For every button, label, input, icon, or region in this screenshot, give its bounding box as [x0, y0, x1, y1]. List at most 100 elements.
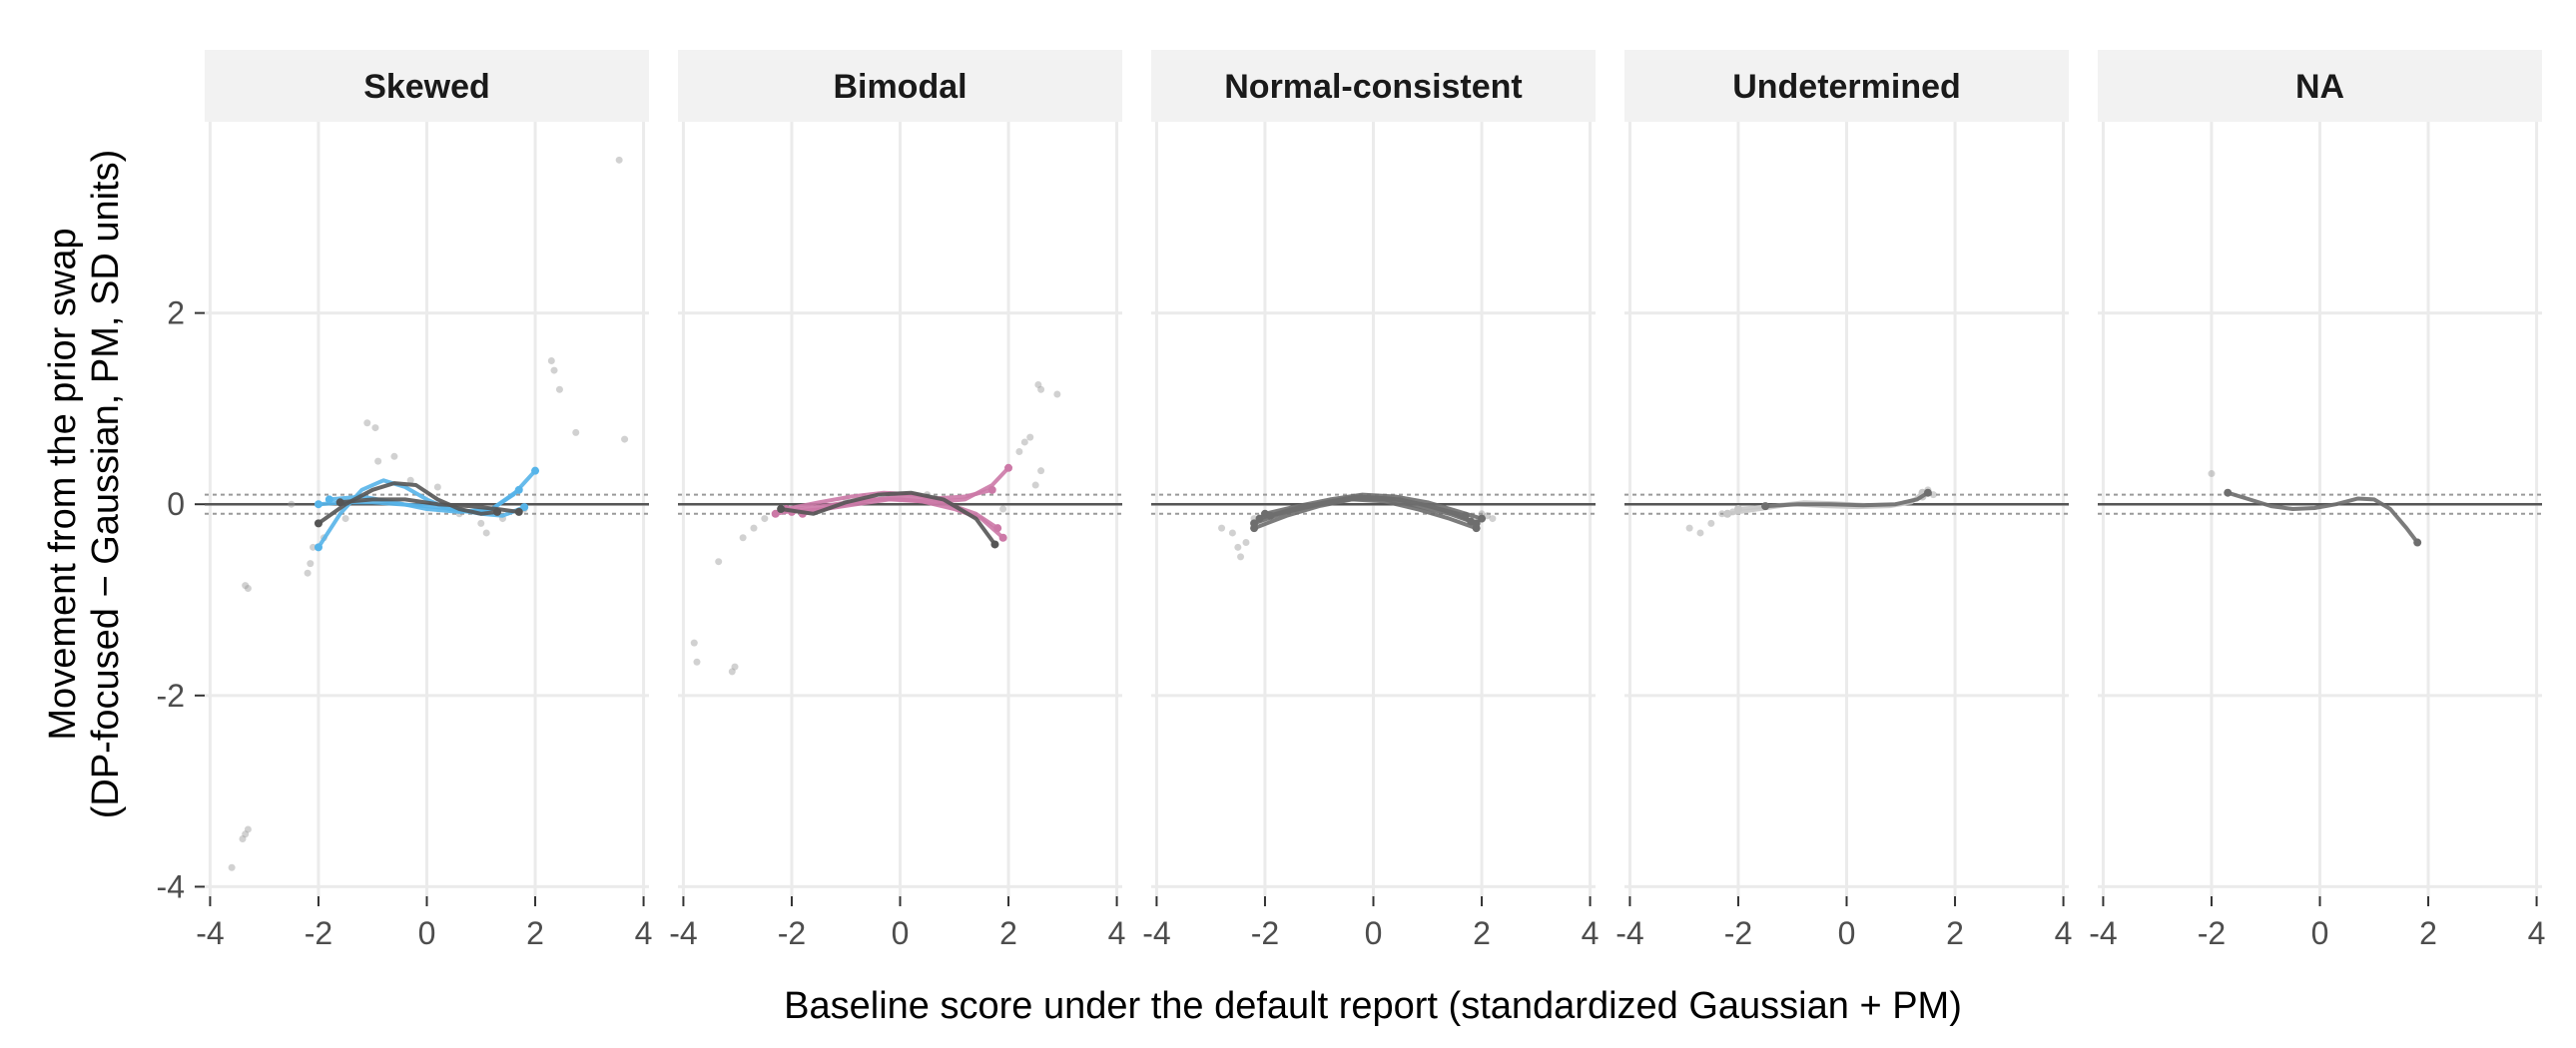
data-point: [547, 357, 555, 365]
data-point: [307, 560, 315, 568]
data-point: [228, 863, 236, 871]
data-point: [288, 500, 296, 508]
x-tick-label: 4: [2528, 915, 2546, 951]
data-point: [555, 385, 563, 393]
x-tick-label: -2: [1724, 915, 1752, 951]
x-tick-label: 4: [2055, 915, 2073, 951]
strip-normal-consistent: [1151, 50, 1596, 122]
series-endpoint: [1923, 488, 1932, 497]
x-tick-label: -4: [1142, 915, 1170, 951]
x-tick-label: 4: [1108, 915, 1126, 951]
data-point: [1026, 433, 1034, 441]
data-point: [433, 483, 441, 491]
series-endpoint: [520, 503, 529, 512]
strip-bimodal: [678, 50, 1122, 122]
series-endpoint: [2224, 488, 2233, 497]
strip-skewed: [205, 50, 649, 122]
data-point: [731, 663, 739, 671]
x-tick-label: -2: [305, 915, 332, 951]
series-endpoint: [314, 500, 322, 509]
data-point: [2208, 470, 2216, 478]
panel-bimodal: Bimodal -4 -2 0 2 4: [669, 50, 1125, 951]
data-point: [341, 515, 349, 523]
data-point: [1015, 448, 1023, 456]
data-point: [1718, 510, 1726, 518]
data-point: [242, 582, 250, 590]
y-tick-label: -2: [157, 678, 185, 714]
x-tick-label: 2: [1473, 915, 1491, 951]
series-endpoint: [1761, 502, 1770, 511]
data-point: [728, 668, 736, 676]
data-point: [572, 428, 580, 436]
data-point: [1696, 529, 1704, 537]
x-tick-label: -4: [2089, 915, 2117, 951]
series-endpoint: [987, 485, 996, 494]
series-endpoint: [531, 466, 540, 475]
strip-label-bimodal: Bimodal: [833, 68, 966, 106]
series-line: [2226, 490, 2420, 545]
data-point: [390, 452, 398, 460]
y-axis-title-line-1: Movement from the prior swap: [42, 228, 84, 740]
y-axis-title-line-2: (DP-focused − Gaussian, PM, SD units): [85, 150, 127, 819]
data-point: [1031, 481, 1039, 489]
strip-label-normal-consistent: Normal-consistent: [1224, 68, 1523, 106]
data-point: [1237, 553, 1245, 561]
x-tick-label: 2: [526, 915, 544, 951]
x-tick-label: -4: [1615, 915, 1643, 951]
series-endpoint: [1733, 505, 1742, 513]
x-tick-label: -2: [1251, 915, 1279, 951]
data-point: [1234, 543, 1242, 551]
x-tick-label: 4: [1582, 915, 1600, 951]
data-point: [750, 524, 758, 532]
data-point: [1218, 524, 1226, 532]
x-tick-label: 0: [892, 915, 910, 951]
data-point: [1053, 390, 1061, 398]
series-endpoint: [335, 498, 344, 507]
series-endpoint: [1723, 509, 1732, 518]
panel-na: NA -4 -2 0 2 4: [2089, 50, 2545, 951]
data-point: [739, 534, 747, 542]
series-endpoint: [990, 540, 999, 549]
panel-skewed: Skewed -4 -2 0 2 4: [196, 50, 652, 951]
y-axis-ticks: -4 -2 0 2: [157, 295, 205, 904]
x-tick-label: 4: [635, 915, 653, 951]
series-line: [1268, 495, 1468, 518]
x-tick-label: -2: [778, 915, 806, 951]
series-endpoint: [314, 543, 322, 552]
data-point: [715, 558, 723, 566]
y-tick-label: 0: [167, 486, 185, 522]
series-endpoint: [771, 509, 780, 518]
x-tick-label: -2: [2198, 915, 2226, 951]
x-tick-label: 0: [2311, 915, 2329, 951]
y-tick-label: -4: [157, 868, 185, 904]
data-point: [1037, 385, 1045, 393]
data-point: [550, 366, 558, 374]
data-point: [690, 639, 698, 647]
series-endpoint: [1478, 514, 1487, 523]
series-line: [337, 497, 521, 514]
series-endpoint: [1467, 517, 1476, 526]
series-endpoint: [1004, 463, 1013, 472]
strip-na: [2098, 50, 2542, 122]
x-tick-label: -4: [669, 915, 697, 951]
data-point: [1020, 438, 1028, 446]
series-endpoint: [2413, 538, 2422, 547]
panel-normal-consistent: Normal-consistent -4 -2 0 2 4: [1142, 50, 1599, 951]
data-point: [1242, 539, 1250, 547]
x-tick-label: 2: [999, 915, 1017, 951]
y-tick-label: 2: [167, 295, 185, 331]
data-point: [999, 505, 1007, 513]
series-endpoint: [777, 505, 786, 513]
data-point: [615, 156, 623, 164]
data-point: [761, 515, 769, 523]
series-endpoint: [514, 485, 523, 494]
panel-undetermined: Undetermined -4 -2 0 2 4: [1615, 50, 2072, 951]
data-point: [482, 529, 490, 537]
x-tick-label: 2: [1946, 915, 1964, 951]
data-point: [244, 825, 252, 833]
data-point: [1489, 515, 1497, 523]
data-point: [1707, 519, 1715, 527]
data-point: [1034, 380, 1042, 388]
data-point: [1685, 524, 1693, 532]
